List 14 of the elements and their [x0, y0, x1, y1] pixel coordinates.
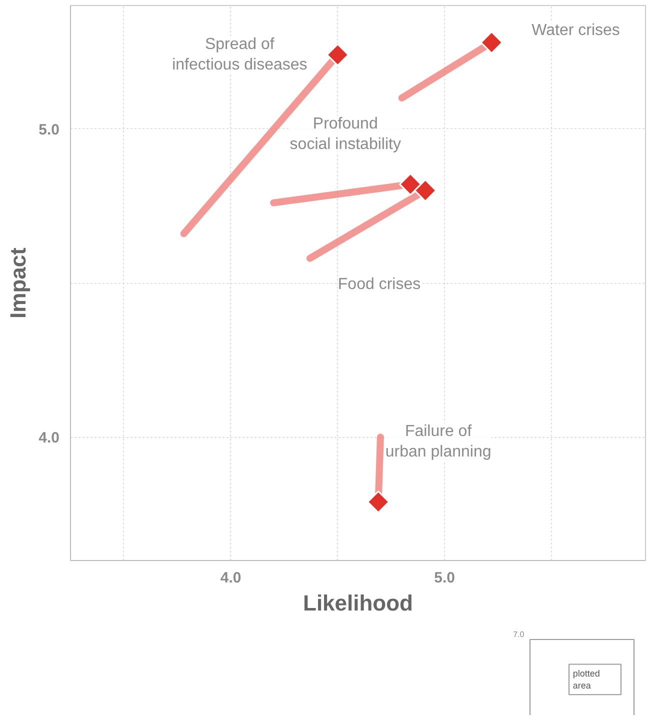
point [366, 490, 390, 514]
annotation: Water crises [532, 22, 620, 39]
annotation: Food crises [338, 276, 421, 293]
annotation: Failure of urban planning [385, 423, 492, 461]
text: plotted area [572, 668, 600, 690]
annotation: Spread of infectious diseases [172, 36, 308, 74]
annotation: Profound social instability [290, 116, 401, 154]
y-axis-title: Impact [6, 246, 31, 318]
point [399, 172, 422, 196]
point [414, 179, 437, 202]
point [326, 43, 350, 66]
x-axis-title: Likelihood [303, 590, 413, 616]
text: 7.0 [513, 630, 525, 639]
point [480, 31, 503, 54]
